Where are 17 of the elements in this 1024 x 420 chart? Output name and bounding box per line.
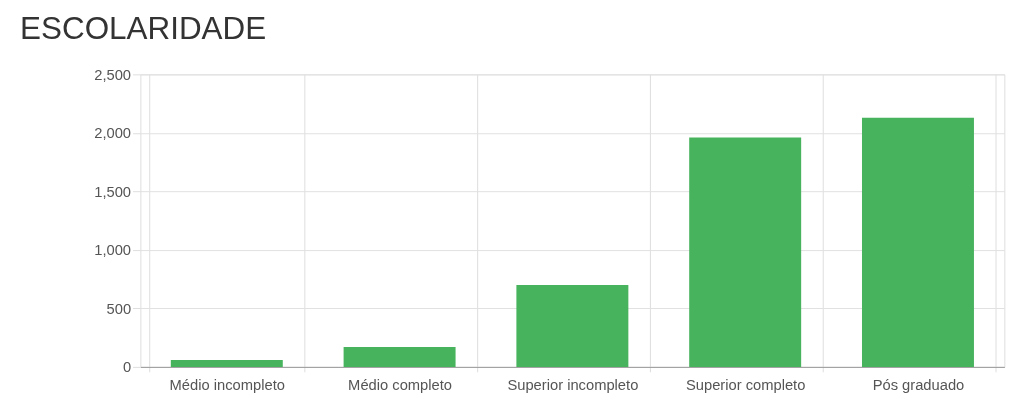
bar (170, 359, 283, 367)
y-tick-label: 1,500 (94, 183, 132, 200)
chart-title: ESCOLARIDADE (20, 11, 267, 46)
bar (689, 137, 802, 367)
x-tick-label: Médio completo (348, 376, 453, 393)
x-tick-label: Superior incompleto (507, 376, 639, 393)
x-tick-label: Pós graduado (872, 376, 965, 393)
bar (343, 347, 456, 367)
x-tick-label: Médio incompleto (169, 376, 285, 393)
y-tick-label: 1,000 (94, 242, 132, 259)
bar (516, 284, 629, 367)
y-tick-label: 500 (106, 300, 132, 317)
y-tick-label: 0 (122, 359, 132, 376)
bar (861, 117, 974, 367)
x-tick-label: Superior completo (685, 376, 806, 393)
y-tick-label: 2,500 (94, 66, 132, 83)
y-tick-label: 2,000 (94, 125, 132, 142)
